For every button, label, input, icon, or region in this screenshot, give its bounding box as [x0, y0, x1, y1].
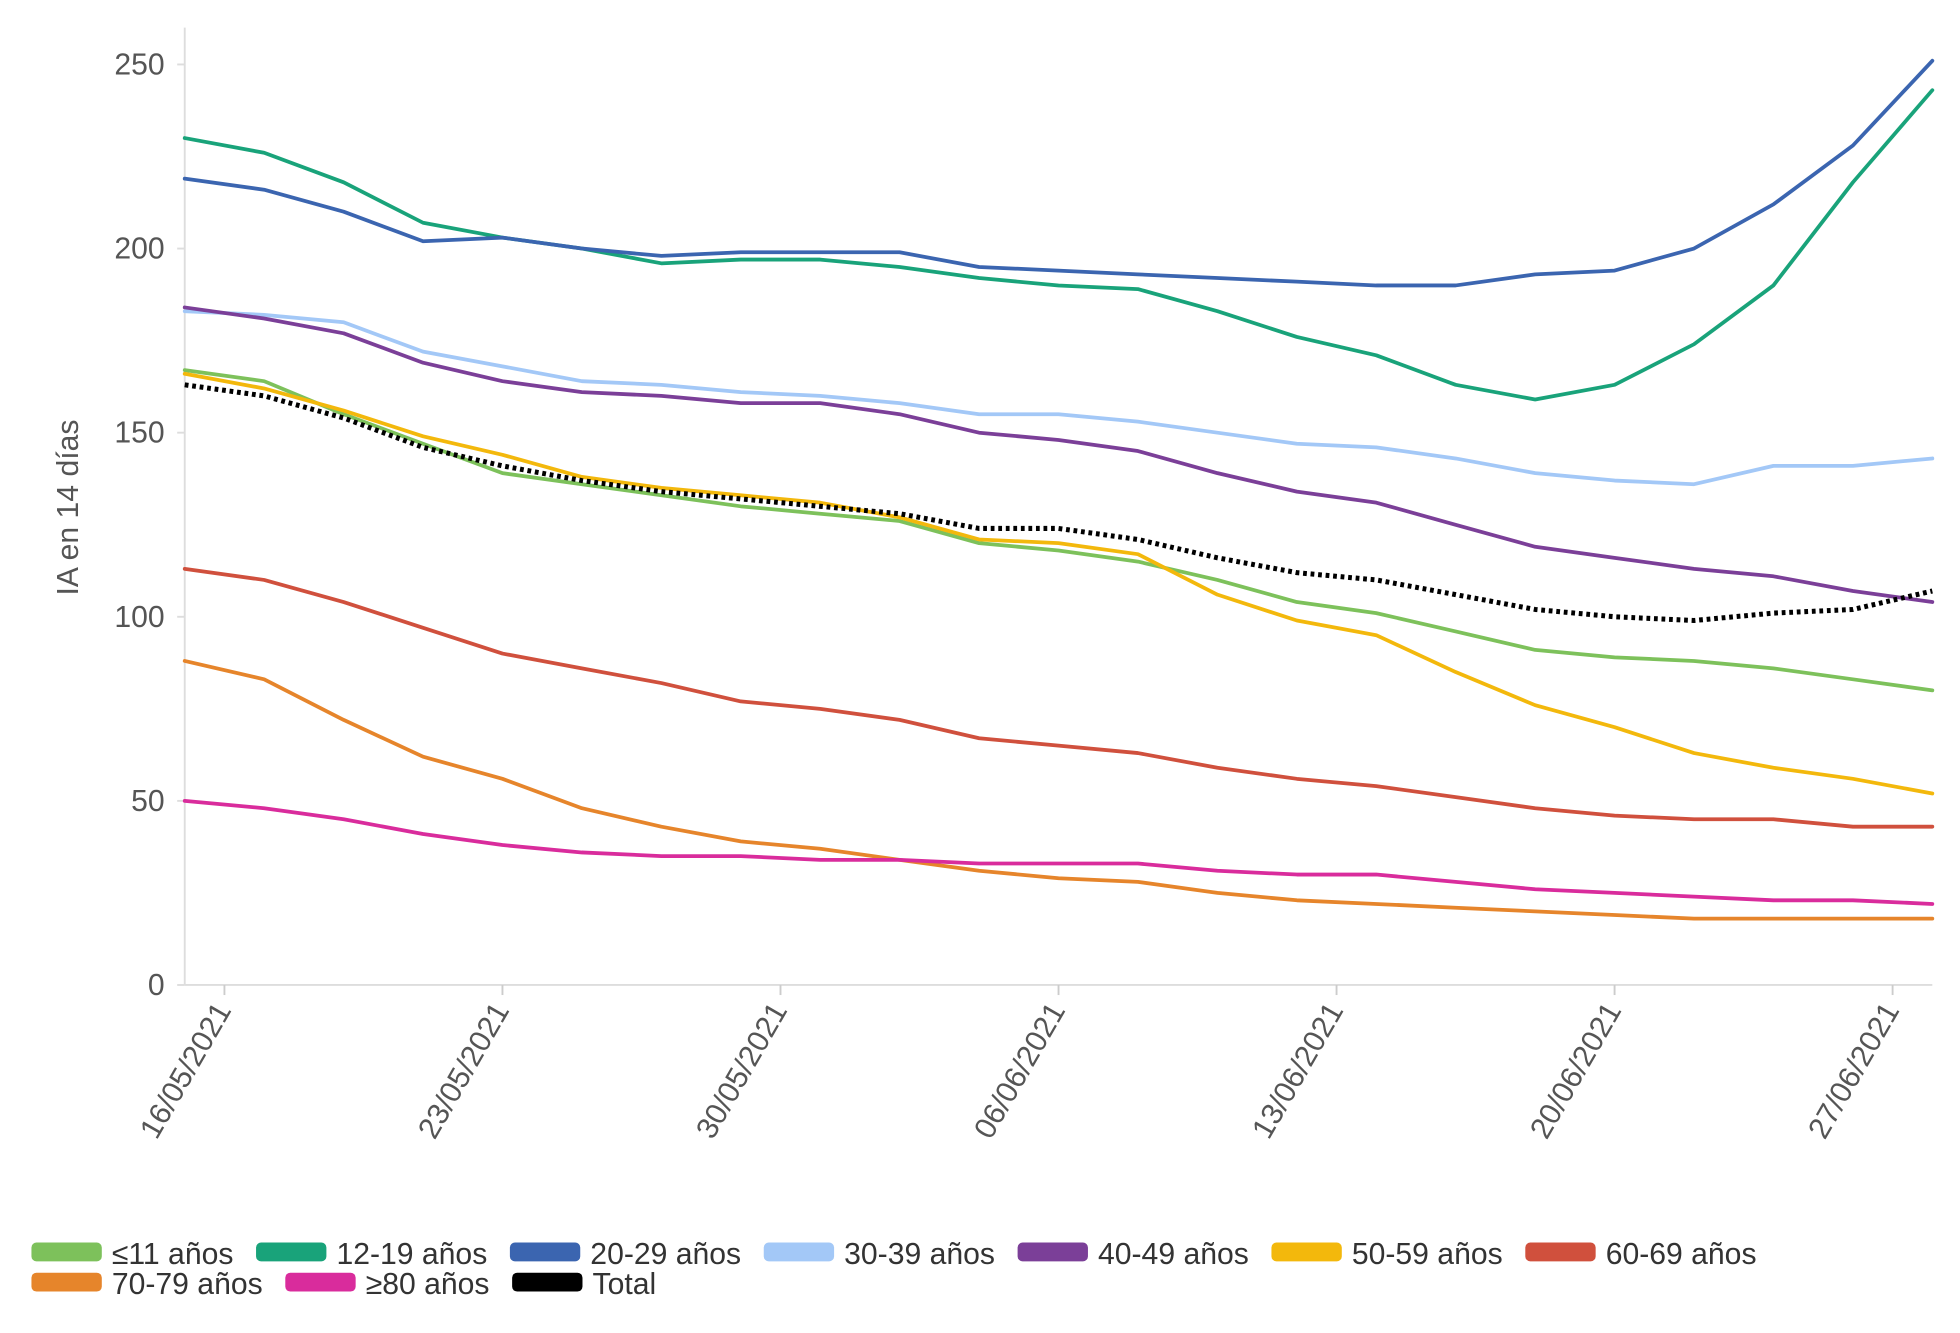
series-line	[182, 799, 1935, 906]
y-axis-label: IA en 14 días	[52, 420, 85, 596]
x-tick-label: 13/06/2021	[1246, 997, 1350, 1144]
y-tick-label: 150	[114, 417, 164, 450]
legend-item: 40-49 años	[1017, 1238, 1249, 1271]
legend-item: ≥80 años	[285, 1268, 490, 1301]
legend-swatch	[31, 1242, 102, 1262]
x-tick-label: 20/06/2021	[1524, 997, 1628, 1144]
legend-item: 12-19 años	[256, 1238, 487, 1271]
series-line	[182, 305, 1935, 604]
y-tick-label: 200	[114, 233, 164, 266]
y-tick-label: 50	[131, 785, 165, 818]
legend-label: 30-39 años	[844, 1238, 995, 1271]
legend-item: 60-69 años	[1525, 1238, 1757, 1271]
series-line	[182, 368, 1935, 693]
series-line	[184, 382, 1933, 624]
legend-label: 20-29 años	[590, 1238, 741, 1271]
legend-label: Total	[593, 1268, 657, 1301]
legend-swatch	[1017, 1242, 1088, 1262]
legend-item: 50-59 años	[1271, 1238, 1503, 1271]
legend-label: 60-69 años	[1606, 1238, 1757, 1271]
series-line	[182, 88, 1935, 402]
series-line	[182, 58, 1935, 288]
y-tick-label: 250	[114, 49, 164, 82]
legend-label: 40-49 años	[1098, 1238, 1249, 1271]
legend-swatch	[31, 1272, 102, 1292]
legend-item: Total	[512, 1268, 656, 1301]
legend-label: ≤11 años	[112, 1238, 234, 1271]
y-tick-label: 100	[114, 601, 164, 634]
x-tick-label: 23/05/2021	[412, 997, 516, 1144]
y-tick-label: 0	[148, 969, 165, 1002]
series-line	[182, 659, 1935, 921]
legend-item: 30-39 años	[763, 1238, 995, 1271]
legend-item: ≤11 años	[31, 1238, 233, 1271]
x-tick-label: 06/06/2021	[968, 997, 1072, 1144]
legend-swatch	[285, 1272, 356, 1292]
legend-swatch	[763, 1242, 835, 1262]
x-tick-label: 27/06/2021	[1802, 997, 1906, 1144]
legend-label: 50-59 años	[1352, 1238, 1503, 1271]
legend-swatch	[256, 1242, 327, 1262]
legend-swatch	[512, 1272, 583, 1292]
series-line	[182, 371, 1935, 796]
x-tick-label: 30/05/2021	[690, 997, 794, 1144]
legend-label: 70-79 años	[112, 1268, 263, 1301]
legend-swatch	[1525, 1242, 1596, 1262]
series-line	[182, 566, 1935, 829]
x-tick-label: 16/05/2021	[134, 997, 238, 1144]
legend-swatch	[509, 1242, 581, 1262]
legend-swatch	[1271, 1242, 1342, 1262]
series-line	[182, 309, 1935, 487]
legend-item: 70-79 años	[31, 1268, 263, 1301]
legend-item: 20-29 años	[509, 1238, 741, 1271]
legend-label: 12-19 años	[336, 1238, 487, 1271]
legend-label: ≥80 años	[366, 1268, 490, 1301]
